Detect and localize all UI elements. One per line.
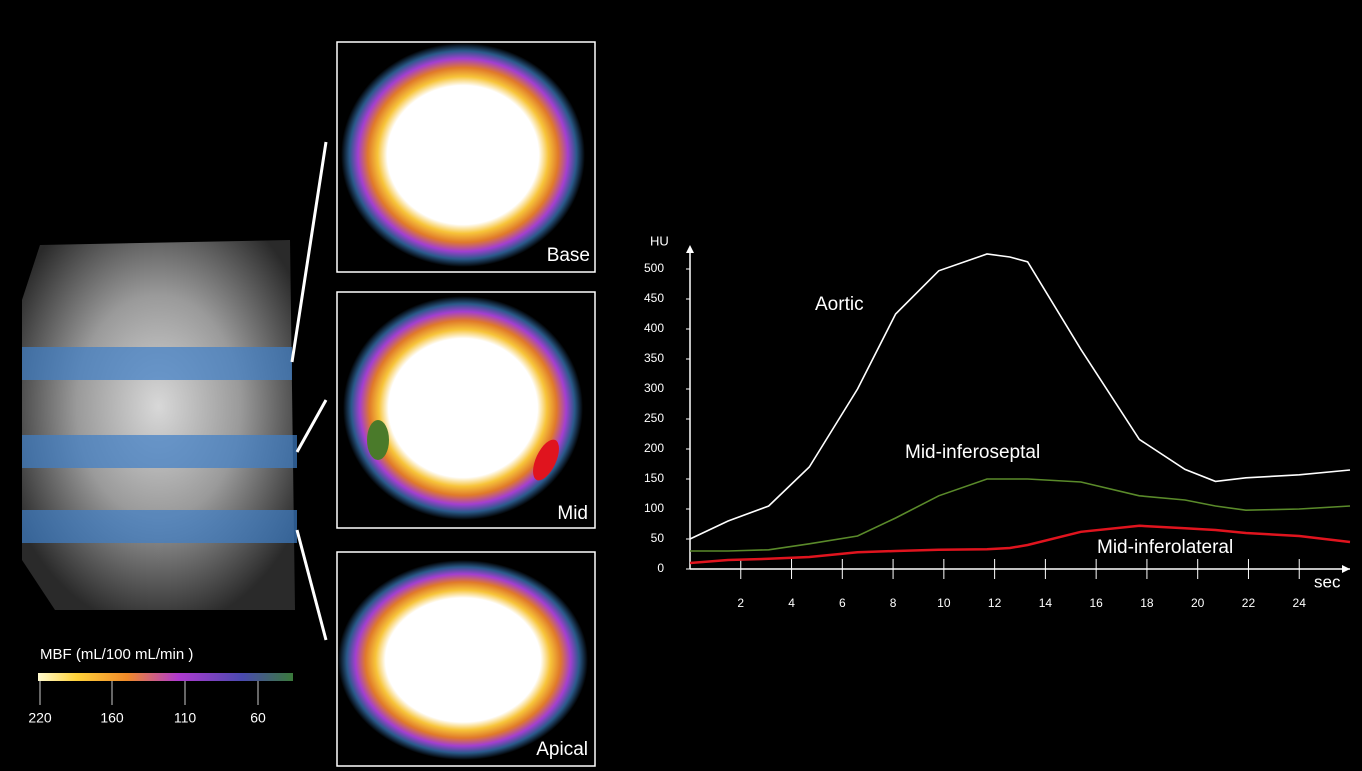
series-label: Mid-inferolateral: [1097, 537, 1233, 558]
x-tick-label: 20: [1191, 596, 1205, 610]
x-tick-label: 24: [1293, 596, 1307, 610]
slice-image: [343, 296, 583, 520]
x-tick-label: 14: [1039, 596, 1053, 610]
slice-image: [338, 560, 588, 760]
slice-band: [22, 435, 297, 468]
slice-label: Mid: [557, 503, 588, 524]
connector: [295, 399, 328, 453]
roi-lateral: [533, 439, 559, 481]
y-tick-label: 100: [644, 501, 664, 515]
x-tick-label: 16: [1089, 596, 1103, 610]
x-tick-label: 8: [890, 596, 897, 610]
y-arrow: [686, 245, 694, 253]
x-tick-label: 18: [1140, 596, 1154, 610]
ct-image: [22, 240, 295, 610]
x-arrow: [1342, 565, 1350, 573]
y-tick-label: 450: [644, 291, 664, 305]
y-tick-label: 50: [651, 531, 665, 545]
slice-label: Base: [547, 245, 590, 266]
y-tick-label: 200: [644, 441, 664, 455]
slice-band: [22, 510, 297, 543]
series-label: Mid-inferoseptal: [905, 442, 1040, 463]
series-line: [689, 524, 1351, 565]
colorbar-label: 60: [250, 710, 266, 726]
colorbar-label: 220: [28, 710, 52, 726]
x-tick-label: 2: [737, 596, 744, 610]
y-tick-label: 400: [644, 321, 664, 335]
series-line: [689, 253, 1351, 540]
y-tick-label: 0: [657, 561, 664, 575]
colorbar-title: MBF (mL/100 mL/min ): [40, 646, 193, 663]
slice-band: [22, 347, 292, 380]
x-tick-label: 4: [788, 596, 795, 610]
y-tick-label: 350: [644, 351, 664, 365]
series-label: Aortic: [815, 294, 864, 315]
y-tick-label: 150: [644, 471, 664, 485]
connector: [290, 141, 328, 363]
connector: [295, 529, 328, 641]
colorbar: [38, 673, 293, 681]
x-axis-label: sec: [1314, 572, 1341, 591]
colorbar-label: 110: [174, 710, 197, 726]
y-tick-label: 500: [644, 261, 664, 275]
y-tick-label: 300: [644, 381, 664, 395]
x-tick-label: 22: [1242, 596, 1256, 610]
y-tick-label: 250: [644, 411, 664, 425]
x-tick-label: 12: [988, 596, 1002, 610]
colorbar-label: 160: [100, 710, 124, 726]
series-line: [690, 478, 1351, 552]
y-axis-label: HU: [650, 233, 669, 248]
slice-image: [341, 43, 585, 267]
slice-label: Apical: [536, 739, 588, 760]
x-tick-label: 6: [839, 596, 846, 610]
x-tick-label: 10: [937, 596, 951, 610]
roi-septal: [367, 420, 389, 460]
colorbar-labels: 220 160 110 60: [28, 681, 266, 726]
